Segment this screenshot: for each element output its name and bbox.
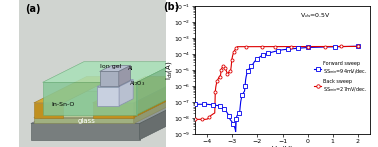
Polygon shape (134, 91, 187, 123)
Legend: Forward sweep
SS$_{min}$=94mV/dec., Back sweep
SS$_{min}$=27mV/dec.: Forward sweep SS$_{min}$=94mV/dec., Back… (312, 59, 370, 96)
Polygon shape (119, 80, 133, 106)
X-axis label: V$_{gs}$(V): V$_{gs}$(V) (271, 145, 294, 147)
Polygon shape (34, 76, 116, 103)
Text: V$_{ds}$=0.5V: V$_{ds}$=0.5V (300, 11, 331, 20)
Text: In-Sn-O: In-Sn-O (51, 102, 75, 107)
Polygon shape (97, 87, 119, 106)
Polygon shape (119, 66, 130, 86)
Polygon shape (43, 82, 137, 115)
Text: (b): (b) (163, 2, 179, 12)
Polygon shape (34, 91, 187, 118)
Polygon shape (100, 66, 130, 71)
Polygon shape (34, 118, 134, 123)
Text: Ion gel: Ion gel (99, 64, 121, 69)
Text: glass: glass (78, 118, 96, 123)
Polygon shape (139, 97, 192, 140)
Y-axis label: I$_{ds}$(A): I$_{ds}$(A) (164, 60, 174, 80)
Polygon shape (43, 62, 178, 82)
Text: (a): (a) (25, 4, 40, 14)
Polygon shape (100, 71, 119, 86)
Polygon shape (93, 103, 134, 118)
Polygon shape (97, 80, 133, 87)
Polygon shape (34, 103, 63, 118)
Polygon shape (31, 123, 139, 140)
Polygon shape (93, 76, 187, 103)
Text: Al$_2$O$_3$: Al$_2$O$_3$ (129, 79, 146, 88)
Polygon shape (134, 76, 187, 118)
Text: Al: Al (128, 66, 133, 71)
Polygon shape (137, 62, 178, 115)
Polygon shape (31, 97, 192, 123)
